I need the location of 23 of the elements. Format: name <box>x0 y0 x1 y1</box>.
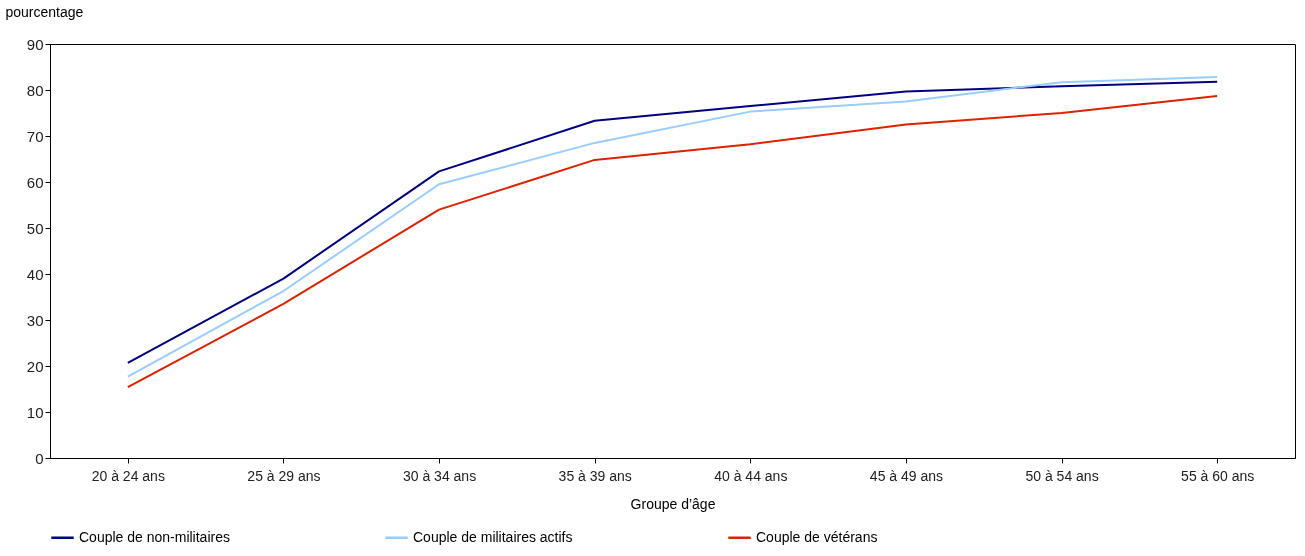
x-tick-label: 25 à 29 ans <box>247 467 321 484</box>
x-tick-label: 45 à 49 ans <box>869 467 944 484</box>
y-tick-label: 70 <box>26 127 44 145</box>
x-tick-label: 20 à 24 ans <box>91 467 165 484</box>
y-tick-label: 60 <box>26 173 44 191</box>
x-tick-label: 55 à 60 ans <box>1181 467 1255 484</box>
x-tick-label: 30 à 34 ans <box>402 467 477 484</box>
x-tick-label: 35 à 39 ans <box>558 467 632 484</box>
x-tick-label: 50 à 54 ans <box>1025 467 1099 484</box>
y-tick-label: 0 <box>35 449 44 467</box>
y-tick-label: 20 <box>26 357 44 375</box>
y-tick-label: 80 <box>26 81 44 99</box>
y-tick-label: 30 <box>26 311 44 329</box>
y-tick-label: 40 <box>26 265 44 283</box>
legend-label: Couple de vétérans <box>756 528 878 545</box>
legend-label: Couple de militaires actifs <box>413 528 573 545</box>
legend-label: Couple de non-militaires <box>79 528 230 545</box>
y-tick-label: 50 <box>26 219 44 237</box>
x-tick-label: 40 à 44 ans <box>714 467 788 484</box>
x-axis-title: Groupe d’âge <box>630 495 716 512</box>
y-axis-title: pourcentage <box>5 3 84 20</box>
y-tick-label: 10 <box>26 403 44 421</box>
y-tick-label: 90 <box>26 35 44 53</box>
